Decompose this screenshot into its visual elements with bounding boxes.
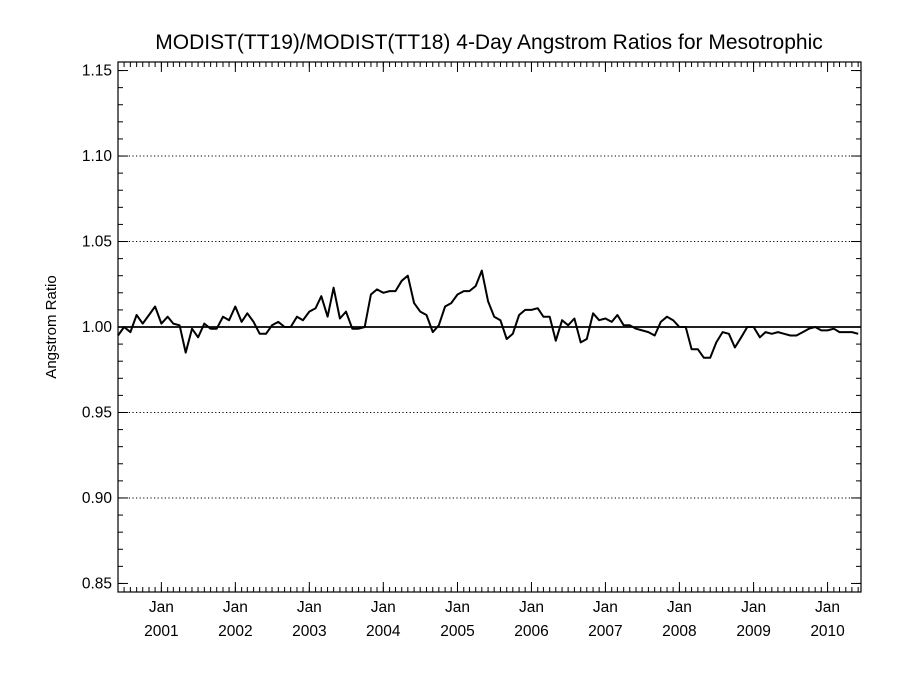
- x-tick-month-label: Jan: [223, 599, 248, 616]
- x-tick-year-label: 2008: [662, 623, 696, 640]
- x-tick-month-label: Jan: [297, 599, 322, 616]
- x-axis-ticks: Jan 2001 Jan 2002 Jan 2003 Jan 2004 Jan 2005 Jan 20…: [144, 62, 845, 640]
- x-tick-month-label: Jan: [445, 599, 470, 616]
- x-tick-month-label: Jan: [593, 599, 618, 616]
- y-axis-title: Angstrom Ratio: [43, 275, 60, 378]
- x-tick-month-label: Jan: [149, 599, 174, 616]
- y-tick-label: 0.95: [82, 404, 112, 421]
- x-tick-year-label: 2010: [810, 623, 845, 640]
- x-tick-year-label: 2005: [440, 623, 474, 640]
- y-axis-ticks: 0.85 0.90 0.95 1.00 1.05 1.10 1.15: [82, 63, 861, 592]
- grid-lines: [118, 155, 861, 499]
- y-tick-label: 1.00: [82, 319, 113, 336]
- x-tick-month-label: Jan: [371, 599, 396, 616]
- y-tick-label: 1.15: [82, 63, 112, 80]
- y-tick-label: 0.90: [82, 490, 113, 507]
- x-tick-year-label: 2004: [366, 623, 401, 640]
- y-tick-label: 1.10: [82, 148, 113, 165]
- y-tick-label: 0.85: [82, 575, 112, 592]
- x-tick-year-label: 2003: [292, 623, 326, 640]
- x-tick-year-label: 2002: [218, 623, 252, 640]
- plot-frame: [117, 61, 862, 593]
- x-tick-month-label: Jan: [741, 599, 766, 616]
- x-tick-month-label: Jan: [667, 599, 692, 616]
- x-tick-year-label: 2006: [514, 623, 548, 640]
- y-tick-label: 1.05: [82, 234, 112, 251]
- x-tick-month-label: Jan: [519, 599, 544, 616]
- x-tick-year-label: 2009: [736, 623, 770, 640]
- chart-title: MODIST(TT19)/MODIST(TT18) 4-Day Angstrom…: [155, 31, 822, 54]
- x-tick-year-label: 2001: [144, 623, 178, 640]
- series-line: [117, 269, 859, 359]
- x-tick-year-label: 2007: [588, 623, 622, 640]
- x-tick-month-label: Jan: [815, 599, 840, 616]
